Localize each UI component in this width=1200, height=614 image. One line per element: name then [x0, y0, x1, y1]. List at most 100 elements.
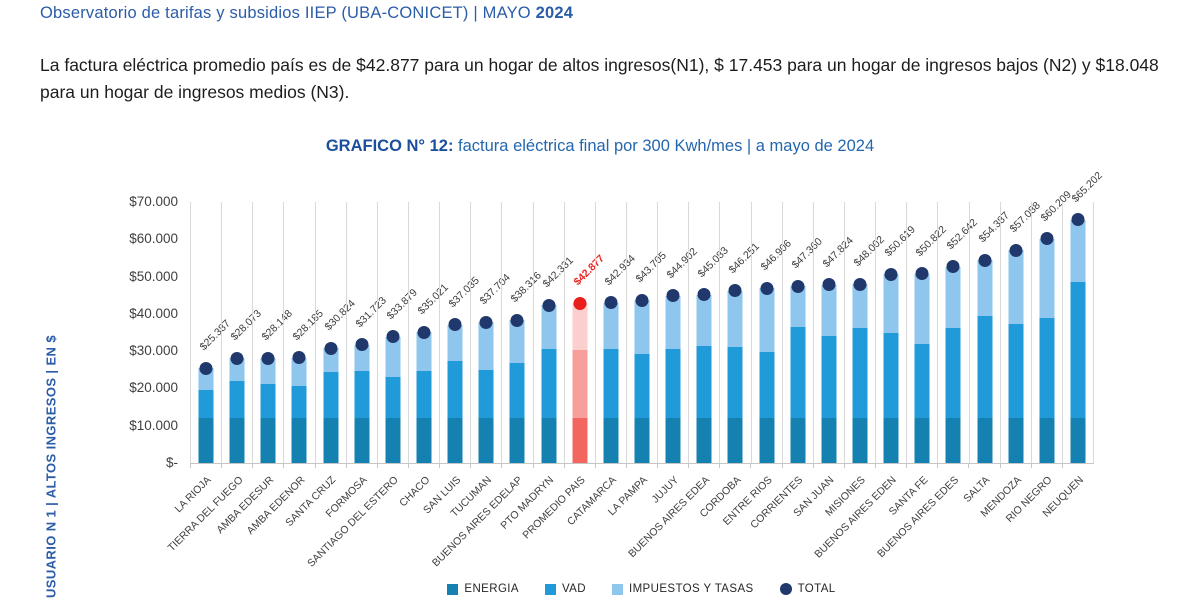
x-label-cell: LA RIOJA: [173, 464, 221, 594]
segment-energia: [790, 417, 806, 463]
total-dot: [292, 351, 306, 365]
segment-impuestos: [727, 290, 743, 347]
bar-column-entre-rios: $46.906: [750, 202, 793, 463]
x-label-cell: BUENOS AIRES EDELAP: [430, 464, 532, 594]
bar-stack: [509, 320, 525, 463]
segment-vad: [541, 348, 557, 418]
segment-vad: [447, 360, 463, 418]
x-axis-tick: [314, 464, 316, 468]
total-dot: [666, 289, 680, 303]
legend-label: IMPUESTOS Y TASAS: [628, 583, 754, 595]
bar-stack: [229, 358, 245, 463]
x-label-cell: FORMOSA: [324, 464, 377, 594]
total-dot: [697, 288, 711, 302]
bar-stack: [883, 274, 899, 463]
segment-energia: [291, 417, 307, 463]
x-label-cell: CORDOBA: [697, 464, 750, 594]
x-axis-tick: [221, 464, 223, 468]
segment-energia: [260, 417, 276, 463]
bar-column-tierra-del-fuego: $28.073: [221, 202, 264, 463]
x-label-cell: SANTA FE: [886, 464, 937, 594]
x-axis-tick: [1030, 464, 1032, 468]
segment-energia: [198, 417, 214, 463]
segment-impuestos: [790, 286, 806, 327]
x-label-cell: CHACO: [397, 464, 439, 594]
segment-vad: [821, 335, 837, 418]
x-label-cell: TUCUMAN: [449, 464, 501, 594]
bar-column-amba-edenor: $28.185: [283, 202, 326, 463]
segment-impuestos: [385, 336, 401, 377]
report-header-title: Observatorio de tarifas y subsidios IIEP…: [40, 4, 573, 23]
legend-item-energia: ENERGIA: [447, 583, 519, 595]
segment-energia: [572, 417, 588, 463]
bar-column-amba-edesur: $28.148: [252, 202, 295, 463]
segment-vad: [790, 326, 806, 418]
x-axis-tick: [750, 464, 752, 468]
total-dot: [261, 351, 275, 365]
bar-column-san-luis: $37.035: [439, 202, 482, 463]
x-label-cell: SANTA CRUZ: [284, 464, 346, 594]
bar-column-neuquen: $65.202: [1061, 170, 1105, 463]
x-label-cell: LA PAMPA: [606, 464, 657, 594]
segment-energia: [727, 417, 743, 463]
x-axis-tick: [532, 464, 534, 468]
x-label-cell: SAN LUIS: [421, 464, 470, 594]
value-label: $65.202: [1069, 169, 1105, 205]
bar-stack: [945, 266, 961, 463]
segment-energia: [696, 417, 712, 463]
total-dot: [417, 325, 431, 339]
x-label-cell: BUENOS AIRES EDEN: [813, 464, 906, 594]
total-dot: [479, 315, 493, 329]
bar-column-corrientes: $47.360: [781, 202, 825, 463]
segment-energia: [447, 417, 463, 463]
segment-vad: [198, 389, 214, 418]
segment-vad: [385, 376, 401, 418]
bar-column-santa-fe: $50.822: [906, 202, 949, 463]
total-dot: [510, 313, 524, 327]
bar-stack: [821, 284, 837, 463]
total-dot: [946, 260, 960, 274]
bar-column-salta: $54.387: [968, 202, 1011, 463]
chart-title-text: factura eléctrica final por 300 Kwh/mes …: [453, 137, 875, 155]
total-dot: [728, 284, 742, 298]
bar-column-pto-madryn: $42.331: [532, 202, 575, 463]
bar-stack: [852, 284, 868, 463]
bar-column-catamarca: $42.934: [594, 202, 638, 463]
segment-impuestos: [603, 302, 619, 349]
segment-impuestos: [478, 322, 494, 371]
chart-title: GRAFICO N° 12: factura eléctrica final p…: [0, 137, 1200, 156]
segment-impuestos: [509, 320, 525, 364]
x-axis-tick: [875, 464, 877, 468]
segment-impuestos: [696, 294, 712, 346]
bar-column-la-rioja: $25.387: [190, 202, 233, 463]
segment-vad: [1070, 281, 1086, 418]
x-axis-tick: [501, 464, 503, 468]
total-dot: [1040, 232, 1054, 246]
bar-column-santiago-del-estero: $33.879: [376, 202, 420, 463]
bar-stack: [260, 358, 276, 463]
y-tick-label: $-: [165, 455, 178, 470]
bar-stack: [354, 344, 370, 463]
x-label-cell: SALTA: [962, 464, 999, 594]
segment-energia: [229, 417, 245, 463]
x-axis-tick: [968, 464, 970, 468]
legend-square-marker: [611, 583, 623, 595]
x-axis-tick: [376, 464, 378, 468]
x-axis-tick: [625, 464, 627, 468]
x-label-cell: JUJUY: [650, 464, 688, 594]
bar-column-buenos-aires-edelap: $38.316: [501, 202, 544, 463]
header-title-regular: Observatorio de tarifas y subsidios IIEP…: [40, 4, 536, 22]
segment-impuestos: [759, 288, 775, 352]
segment-energia: [852, 417, 868, 463]
y-tick-label: $10.000: [129, 417, 178, 433]
segment-impuestos: [665, 295, 681, 349]
x-axis-tick: [252, 464, 254, 468]
legend-square-marker: [447, 583, 459, 595]
segment-vad: [260, 384, 276, 418]
segment-energia: [478, 417, 494, 463]
bar-column-buenos-aires-edes: $52.642: [937, 202, 980, 463]
total-dot: [230, 351, 244, 365]
bar-column-chaco: $35.021: [407, 202, 451, 463]
bar-column-la-pampa: $43.705: [625, 202, 669, 463]
segment-impuestos: [1070, 219, 1086, 282]
